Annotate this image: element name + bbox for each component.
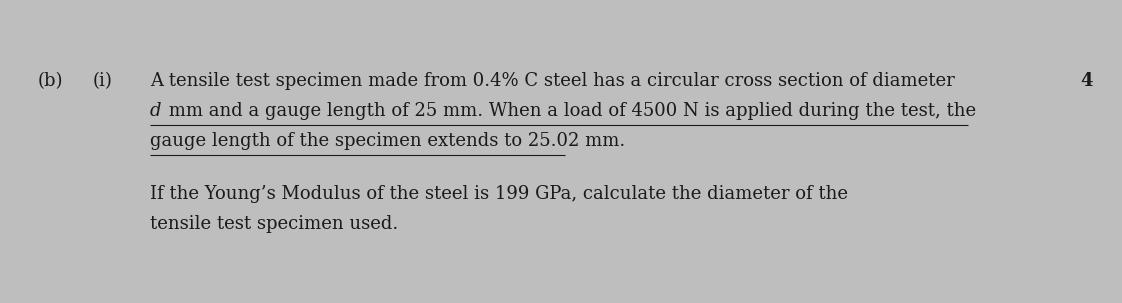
Text: mm and a gauge length of 25 mm. When a load of 4500 N is applied during the test: mm and a gauge length of 25 mm. When a l… xyxy=(163,102,976,120)
Text: tensile test specimen used.: tensile test specimen used. xyxy=(150,215,398,233)
Text: (b): (b) xyxy=(38,72,64,90)
Text: gauge length of the specimen extends to 25.02 mm.: gauge length of the specimen extends to … xyxy=(150,132,625,150)
Text: 4: 4 xyxy=(1080,72,1093,90)
Text: If the Young’s Modulus of the steel is 199 GPa, calculate the diameter of the: If the Young’s Modulus of the steel is 1… xyxy=(150,185,848,203)
Text: A tensile test specimen made from 0.4% C steel has a circular cross section of d: A tensile test specimen made from 0.4% C… xyxy=(150,72,955,90)
Text: (i): (i) xyxy=(93,72,113,90)
Text: d: d xyxy=(150,102,162,120)
